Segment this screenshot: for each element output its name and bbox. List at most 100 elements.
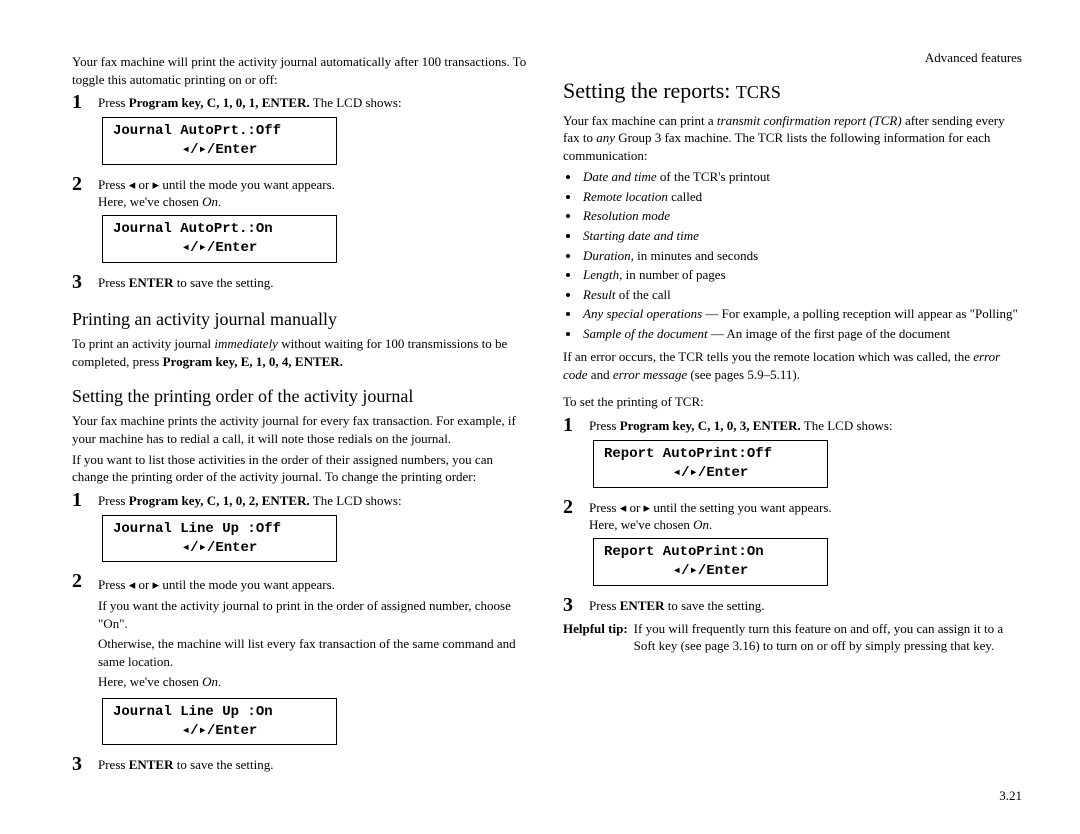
step-body: Press ◂ or ▸ until the mode you want app… xyxy=(98,173,531,211)
t: (see pages 5.9–5.11). xyxy=(687,367,800,382)
intro-paragraph: Your fax machine will print the activity… xyxy=(72,53,531,88)
tip-label: Helpful tip: xyxy=(563,620,634,655)
header-section: Advanced features xyxy=(925,50,1022,66)
bullet-text: — For example, a polling reception will … xyxy=(702,306,1018,321)
step-2: 2 Press ◂ or ▸ until the mode you want a… xyxy=(72,173,531,211)
t: Here, we've chosen On. xyxy=(98,673,531,691)
step-body: Press ENTER to save the setting. xyxy=(589,594,1022,615)
step-number: 2 xyxy=(72,570,98,592)
step-1: 1 Press Program key, C, 1, 0, 1, ENTER. … xyxy=(72,91,531,113)
t: If an error occurs, the TCR tells you th… xyxy=(563,349,973,364)
t: Here, we've chosen On. xyxy=(98,193,531,211)
tcr-intro: Your fax machine can print a transmit co… xyxy=(563,112,1022,165)
t: The LCD shows: xyxy=(801,418,893,433)
list-item: Any special operations — For example, a … xyxy=(581,305,1022,323)
t: To print an activity journal xyxy=(72,336,214,351)
list-item: Result of the call xyxy=(581,286,1022,304)
lcd-display: Journal Line Up :On ◂/▸/Enter xyxy=(102,698,337,746)
keys: Program key, C, 1, 0, 1, ENTER. xyxy=(129,95,310,110)
bullet-text: in number of pages xyxy=(622,267,725,282)
step-body: Press ENTER to save the setting. xyxy=(98,271,531,292)
tcr-bullet-list: Date and time of the TCR's printout Remot… xyxy=(563,168,1022,342)
lcd-line1: Journal Line Up :Off xyxy=(113,520,326,539)
t: Press xyxy=(98,493,129,508)
bullet-text: of the call xyxy=(616,287,671,302)
subheading-order: Setting the printing order of the activi… xyxy=(72,384,531,408)
bullet-text: in minutes and seconds xyxy=(634,248,758,263)
lcd-display: Report AutoPrint:On ◂/▸/Enter xyxy=(593,538,828,586)
t: Group 3 fax machine. The TCR lists the f… xyxy=(563,130,990,163)
order-p2: If you want to list those activities in … xyxy=(72,451,531,486)
t: Your fax machine can print a xyxy=(563,113,717,128)
bullet-italic: Sample of the document xyxy=(583,326,708,341)
tcr-step-2: 2 Press ◂ or ▸ until the setting you wan… xyxy=(563,496,1022,534)
lcd-line2: ◂/▸/Enter xyxy=(113,239,326,258)
t: The LCD shows: xyxy=(310,95,402,110)
bullet-italic: Starting date and time xyxy=(583,228,699,243)
order-step-3: 3 Press ENTER to save the setting. xyxy=(72,753,531,775)
t: any xyxy=(596,130,615,145)
step-body: Press ENTER to save the setting. xyxy=(98,753,531,774)
bullet-italic: Any special operations xyxy=(583,306,702,321)
bullet-italic: Resolution mode xyxy=(583,208,670,223)
t: Here, we've chosen On. xyxy=(589,516,1022,534)
order-p1: Your fax machine prints the activity jou… xyxy=(72,412,531,447)
error-note: If an error occurs, the TCR tells you th… xyxy=(563,348,1022,383)
list-item: Starting date and time xyxy=(581,227,1022,245)
list-item: Date and time of the TCR's printout xyxy=(581,168,1022,186)
page-number: 3.21 xyxy=(999,788,1022,804)
step-body: Press Program key, C, 1, 0, 2, ENTER. Th… xyxy=(98,489,531,510)
keys: Program key, E, 1, 0, 4, ENTER. xyxy=(163,354,343,369)
step-number: 2 xyxy=(72,173,98,195)
lcd-line1: Journal AutoPrt.:Off xyxy=(113,122,326,141)
step-number: 2 xyxy=(563,496,589,518)
t: Press xyxy=(98,95,129,110)
t: TCRS xyxy=(736,82,781,102)
step-body: Press ◂ or ▸ until the mode you want app… xyxy=(98,570,531,693)
step-number: 3 xyxy=(72,753,98,775)
page-body: Your fax machine will print the activity… xyxy=(0,0,1080,807)
helpful-tip: Helpful tip: If you will frequently turn… xyxy=(563,620,1022,655)
bullet-italic: Date and time xyxy=(583,169,657,184)
lcd-line2: ◂/▸/Enter xyxy=(604,464,817,483)
toset: To set the printing of TCR: xyxy=(563,393,1022,411)
step-number: 3 xyxy=(563,594,589,616)
lcd-line1: Report AutoPrint:Off xyxy=(604,445,817,464)
list-item: Length, in number of pages xyxy=(581,266,1022,284)
left-column: Your fax machine will print the activity… xyxy=(72,50,531,777)
list-item: Sample of the document — An image of the… xyxy=(581,325,1022,343)
keys: Program key, C, 1, 0, 2, ENTER. xyxy=(129,493,310,508)
t: immediately xyxy=(214,336,278,351)
step-number: 1 xyxy=(563,414,589,436)
bullet-italic: Remote location xyxy=(583,189,668,204)
lcd-line1: Journal AutoPrt.:On xyxy=(113,220,326,239)
right-column: Setting the reports: TCRS Your fax machi… xyxy=(563,50,1022,777)
list-item: Duration, in minutes and seconds xyxy=(581,247,1022,265)
order-step-2: 2 Press ◂ or ▸ until the mode you want a… xyxy=(72,570,531,693)
step-body: Press Program key, C, 1, 0, 1, ENTER. Th… xyxy=(98,91,531,112)
tcr-step-3: 3 Press ENTER to save the setting. xyxy=(563,594,1022,616)
lcd-line1: Report AutoPrint:On xyxy=(604,543,817,562)
tip-text: If you will frequently turn this feature… xyxy=(634,620,1022,655)
bullet-italic: Duration, xyxy=(583,248,634,263)
bullet-italic: Result xyxy=(583,287,616,302)
lcd-line1: Journal Line Up :On xyxy=(113,703,326,722)
bullet-text: — An image of the first page of the docu… xyxy=(708,326,951,341)
manual-paragraph: To print an activity journal immediately… xyxy=(72,335,531,370)
lcd-display: Journal Line Up :Off ◂/▸/Enter xyxy=(102,515,337,563)
lcd-line2: ◂/▸/Enter xyxy=(113,141,326,160)
lcd-display: Journal AutoPrt.:Off ◂/▸/Enter xyxy=(102,117,337,165)
lcd-display: Journal AutoPrt.:On ◂/▸/Enter xyxy=(102,215,337,263)
bullet-text: of the TCR's printout xyxy=(657,169,770,184)
heading-tcrs: Setting the reports: TCRS xyxy=(563,76,1022,106)
order-step-1: 1 Press Program key, C, 1, 0, 2, ENTER. … xyxy=(72,489,531,511)
t: transmit confirmation report (TCR) xyxy=(717,113,902,128)
t: Press xyxy=(589,418,620,433)
t: Setting the reports: xyxy=(563,78,736,103)
t: Press ◂ or ▸ until the mode you want app… xyxy=(98,176,531,194)
lcd-line2: ◂/▸/Enter xyxy=(113,722,326,741)
list-item: Resolution mode xyxy=(581,207,1022,225)
lcd-line2: ◂/▸/Enter xyxy=(604,562,817,581)
t: Press ◂ or ▸ until the mode you want app… xyxy=(98,576,531,594)
lcd-display: Report AutoPrint:Off ◂/▸/Enter xyxy=(593,440,828,488)
